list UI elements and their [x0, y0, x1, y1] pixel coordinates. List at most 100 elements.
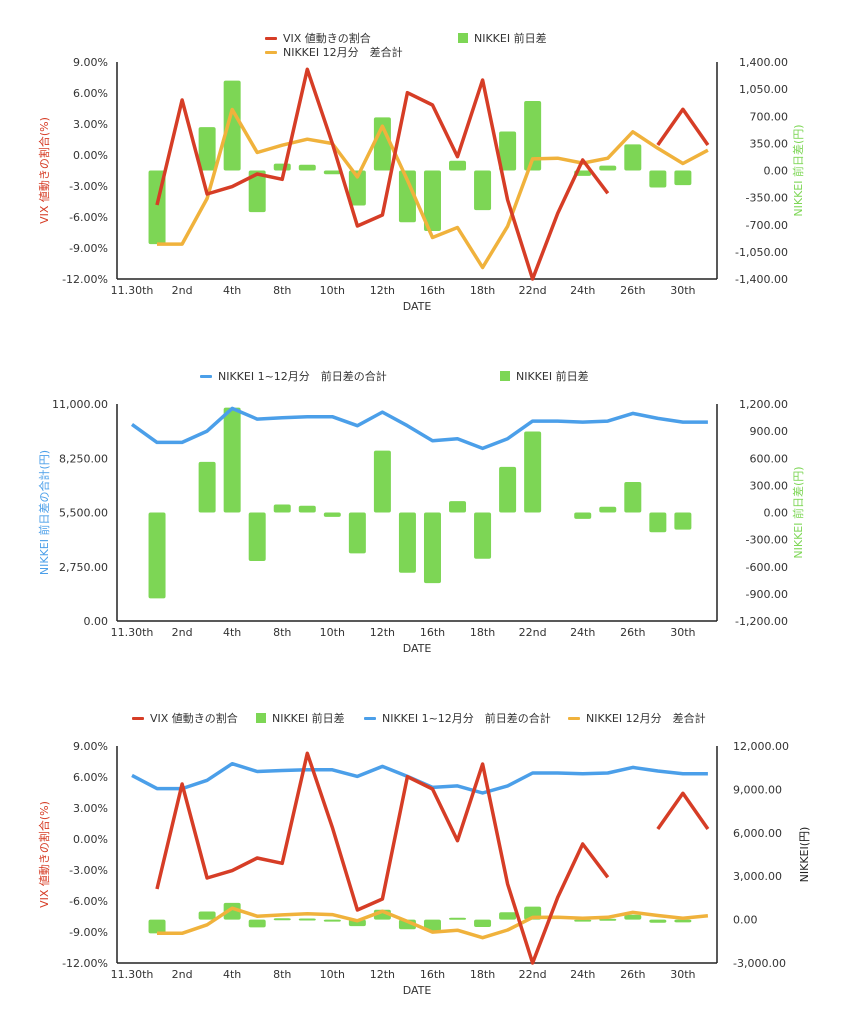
right-tick-label: -1,050.00	[735, 246, 788, 259]
series-line	[656, 791, 710, 831]
right-tick-label: 0.00	[733, 914, 758, 927]
x-tick-label: 30th	[670, 968, 695, 981]
bar	[649, 512, 667, 533]
x-tick-label: 18th	[470, 968, 495, 981]
x-tick-label: 11.30th	[111, 968, 154, 981]
legend-swatch	[132, 716, 144, 720]
x-tick-label: 11.30th	[111, 626, 154, 639]
left-tick-label: 3.00%	[73, 118, 108, 131]
bar	[273, 918, 291, 921]
x-axis-title: DATE	[403, 642, 432, 655]
right-tick-label: 1,400.00	[739, 56, 788, 69]
right-axis-title: NIKKEI 前日差(円)	[791, 124, 805, 216]
legend-label: VIX 値動きの割合	[150, 712, 238, 725]
left-tick-label: 2,750.00	[59, 561, 108, 574]
x-tick-label: 16th	[420, 968, 445, 981]
x-tick-label: 22nd	[519, 968, 547, 981]
left-tick-label: 9.00%	[73, 740, 108, 753]
bar	[148, 512, 166, 599]
bar	[348, 170, 366, 206]
x-axis-title: DATE	[403, 300, 432, 313]
right-tick-label: -350.00	[746, 192, 788, 205]
x-tick-label: 8th	[273, 968, 291, 981]
legend-item-nikkei-cumulative: NIKKEI 1~12月分 前日差の合計	[364, 710, 551, 726]
x-tick-label: 24th	[570, 626, 595, 639]
left-tick-label: 5,500.00	[59, 507, 108, 520]
right-tick-label: -1,400.00	[735, 273, 788, 286]
x-tick-label: 2nd	[172, 284, 193, 297]
x-tick-label: 8th	[273, 284, 291, 297]
left-axis-title: NIKKEI 前日差の合計(円)	[37, 450, 51, 575]
legend-swatch	[265, 50, 277, 54]
bar	[198, 127, 216, 171]
right-tick-label: 600.00	[750, 452, 789, 465]
legend-item-vix: VIX 値動きの割合	[265, 30, 371, 46]
bar	[423, 919, 441, 931]
bar	[148, 919, 166, 934]
legend-label: NIKKEI 1~12月分 前日差の合計	[382, 712, 551, 725]
bar	[198, 461, 216, 513]
left-tick-label: 6.00%	[73, 87, 108, 100]
bar	[398, 512, 416, 573]
x-tick-label: 2nd	[172, 626, 193, 639]
legend-label: VIX 値動きの割合	[283, 32, 371, 45]
right-tick-label: 1,200.00	[739, 398, 788, 411]
left-tick-label: -6.00%	[69, 211, 108, 224]
bar	[674, 512, 692, 530]
legend-label: NIKKEI 前日差	[474, 32, 547, 45]
x-tick-label: 24th	[570, 284, 595, 297]
x-tick-label: 24th	[570, 968, 595, 981]
bar	[649, 919, 667, 923]
bar	[624, 144, 642, 171]
x-tick-label: 10th	[320, 968, 345, 981]
bar	[474, 512, 492, 559]
bar	[474, 919, 492, 927]
bar	[298, 505, 316, 513]
legend-swatch	[256, 713, 266, 723]
bar	[649, 170, 667, 188]
legend-swatch	[500, 371, 510, 381]
x-tick-label: 8th	[273, 626, 291, 639]
x-tick-label: 18th	[470, 626, 495, 639]
legend-swatch	[265, 36, 277, 40]
bar	[674, 170, 692, 186]
bar	[624, 482, 642, 513]
right-tick-label: -600.00	[746, 561, 788, 574]
bar	[348, 512, 366, 554]
right-tick-label: -1,200.00	[735, 615, 788, 628]
legend-label: NIKKEI 12月分 差合計	[586, 712, 706, 725]
bar	[298, 164, 316, 171]
x-tick-label: 26th	[620, 284, 645, 297]
series-bar	[148, 407, 692, 599]
x-tick-label: 22nd	[519, 284, 547, 297]
right-tick-label: -300.00	[746, 534, 788, 547]
x-tick-label: 26th	[620, 626, 645, 639]
legend-swatch	[364, 716, 376, 720]
series-bar	[148, 80, 692, 245]
bar	[423, 512, 441, 584]
x-tick-label: 12th	[370, 968, 395, 981]
bar	[223, 902, 241, 920]
bar	[323, 919, 341, 922]
chart-3: 9.00% 6.00% 3.00% 0.00% -3.00% -6.00% -9.00% -1…	[37, 740, 811, 997]
left-tick-label: -3.00%	[69, 864, 108, 877]
right-tick-label: -700.00	[746, 219, 788, 232]
x-tick-label: 4th	[223, 626, 241, 639]
left-tick-label: 9.00%	[73, 56, 108, 69]
right-axis-title: NIKKEI 前日差(円)	[791, 466, 805, 558]
bar	[398, 170, 416, 223]
right-tick-label: 6,000.00	[733, 827, 782, 840]
bar	[599, 506, 617, 513]
right-tick-label: 12,000.00	[733, 740, 789, 753]
x-tick-label: 4th	[223, 284, 241, 297]
bar	[273, 504, 291, 513]
series-line	[656, 107, 710, 147]
bar	[674, 919, 692, 923]
series-line	[157, 906, 709, 940]
legend-swatch	[200, 374, 212, 378]
legend-item-nikkei-diff: NIKKEI 前日差	[458, 30, 547, 46]
left-tick-label: 3.00%	[73, 802, 108, 815]
series-line	[131, 761, 709, 795]
bar	[499, 466, 517, 513]
